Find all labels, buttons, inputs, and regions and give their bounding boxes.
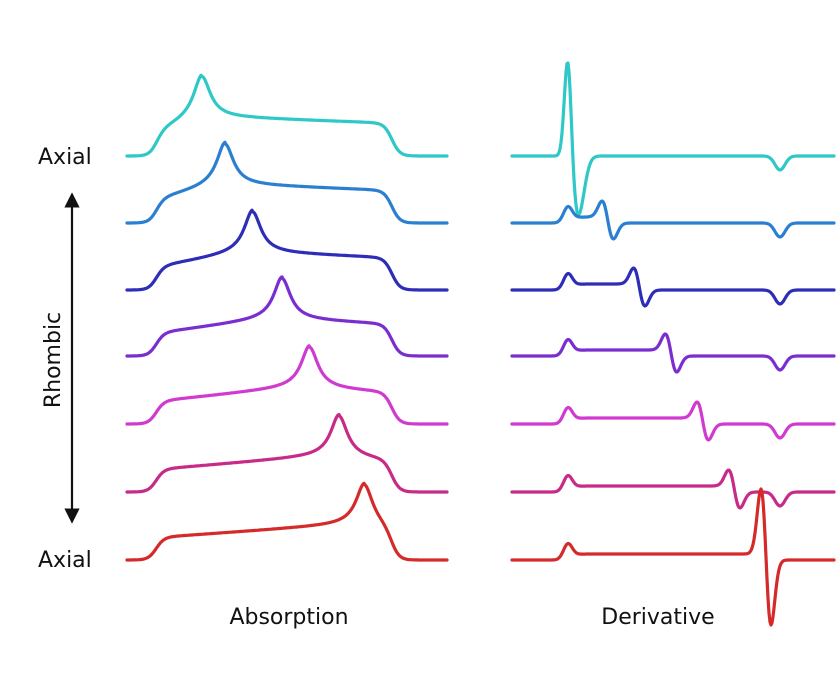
absorption-trace-7 — [125, 481, 449, 562]
axial-bottom-label: Axial — [38, 548, 92, 573]
absorption-trace-6 — [125, 412, 449, 494]
derivative-trace-7 — [510, 487, 836, 627]
derivative-trace-4 — [510, 332, 836, 374]
derivative-trace-6 — [510, 468, 836, 510]
derivative-panel — [510, 61, 836, 627]
absorption-trace-1 — [125, 73, 449, 158]
axial-top-label: Axial — [38, 145, 92, 170]
absorption-trace-5 — [125, 344, 449, 426]
rhombic-label: Rhombic — [41, 312, 66, 408]
absorption-panel — [125, 73, 449, 562]
absorption-panel-title: Absorption — [229, 605, 348, 630]
derivative-trace-3 — [510, 266, 836, 308]
derivative-trace-1 — [510, 61, 836, 216]
derivative-trace-5 — [510, 400, 836, 442]
absorption-trace-4 — [125, 275, 449, 358]
derivative-trace-2 — [510, 199, 836, 241]
absorption-trace-2 — [125, 140, 449, 225]
absorption-trace-3 — [125, 208, 449, 292]
derivative-panel-title: Derivative — [601, 605, 714, 630]
